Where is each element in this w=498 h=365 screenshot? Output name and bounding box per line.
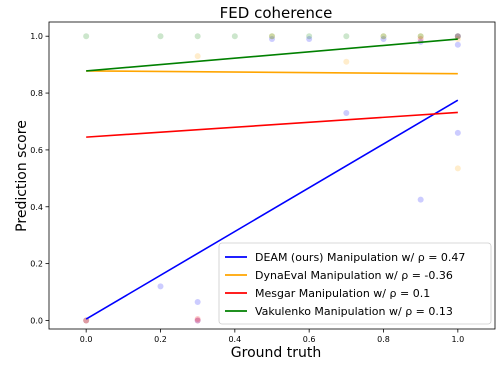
y-axis-label: Prediction score	[14, 120, 30, 232]
scatter-point	[194, 317, 201, 324]
x-tick-label: 0.4	[228, 335, 241, 344]
scatter-point	[454, 41, 461, 48]
scatter-point	[343, 58, 350, 65]
scatter-point	[380, 33, 387, 40]
scatter-point	[194, 33, 201, 40]
scatter-point	[157, 283, 164, 290]
scatter-point	[194, 316, 201, 323]
y-tick-label: 0.2	[30, 260, 43, 269]
x-axis-ticks: 0.0 0.2 0.4 0.6 0.8 1.0	[80, 329, 464, 344]
scatter-point	[454, 165, 461, 172]
axes-frame	[48, 21, 496, 330]
x-tick-label: 0.2	[154, 335, 167, 344]
scatter-point	[417, 36, 424, 43]
y-tick-label: 0.8	[30, 89, 43, 98]
scatter-point	[380, 36, 387, 43]
series-fit-line	[86, 38, 458, 72]
x-axis-label: Ground truth	[231, 345, 321, 361]
scatter-point	[417, 33, 424, 40]
scatter-point	[306, 36, 313, 43]
y-tick-label: 1.0	[30, 32, 43, 41]
plot-area	[83, 33, 461, 324]
scatter-point	[343, 109, 350, 116]
scatter-point	[194, 298, 201, 305]
legend-label: Mesgar Manipulation w/ ρ = 0.1	[255, 287, 430, 300]
scatter-point	[454, 33, 461, 40]
scatter-point	[343, 33, 350, 40]
y-tick-label: 0.6	[30, 146, 43, 155]
legend-label: DynaEval Manipulation w/ ρ = -0.36	[255, 269, 453, 282]
y-tick-label: 0.0	[30, 316, 43, 325]
y-tick-label: 0.4	[30, 203, 43, 212]
scatter-point	[454, 33, 461, 40]
scatter-point	[306, 33, 313, 40]
scatter-point	[269, 33, 275, 40]
x-tick-label: 1.0	[451, 335, 464, 344]
scatter-point	[269, 33, 275, 40]
series-fit-line	[86, 70, 458, 75]
x-tick-label: 0.0	[80, 335, 93, 344]
x-tick-label: 0.8	[377, 335, 390, 344]
scatter-point	[194, 317, 201, 324]
scatter-point	[157, 33, 164, 40]
legend-label: Vakulenko Manipulation w/ ρ = 0.13	[255, 305, 453, 318]
scatter-point	[454, 129, 461, 136]
scatter-point	[454, 33, 461, 40]
legend-label: DEAM (ours) Manipulation w/ ρ = 0.47	[255, 251, 465, 264]
scatter-point	[231, 33, 238, 40]
series-fit-line	[86, 111, 458, 138]
scatter-point	[83, 33, 90, 40]
legend: DEAM (ours) Manipulation w/ ρ = 0.47 Dyna…	[218, 242, 492, 325]
y-axis-ticks: 0.0 0.2 0.4 0.6 0.8 1.0	[30, 32, 49, 325]
chart-title: FED coherence	[220, 4, 333, 22]
scatter-point	[417, 196, 424, 203]
x-tick-label: 0.6	[303, 335, 316, 344]
scatter-point	[269, 36, 275, 43]
legend-box	[218, 242, 492, 325]
series-fit-line	[85, 99, 459, 320]
scatter-point	[194, 53, 201, 60]
scatter-point	[380, 33, 387, 40]
scatter-point	[417, 33, 424, 40]
